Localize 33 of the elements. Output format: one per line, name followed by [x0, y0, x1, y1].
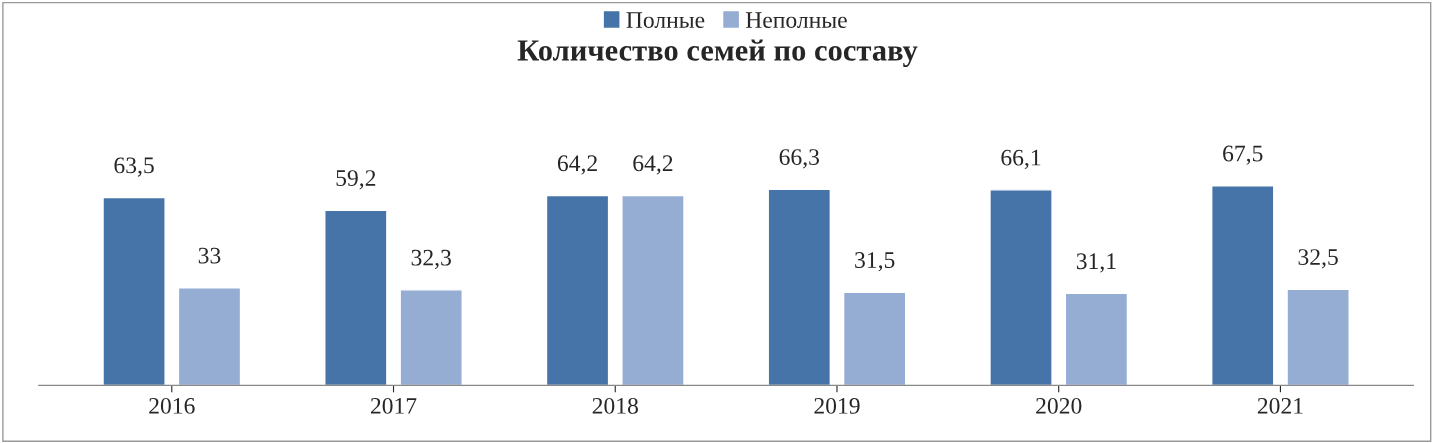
data-label: 64,2	[557, 155, 597, 175]
x-tick-label: 2019	[814, 397, 860, 414]
data-label: 33	[198, 247, 221, 264]
data-label: 31,5	[855, 252, 895, 272]
data-label: 32,3	[411, 249, 451, 269]
data-label: 31,1	[1076, 253, 1116, 273]
bar	[1064, 292, 1129, 386]
data-label: 32,5	[1298, 249, 1338, 269]
bar	[324, 209, 388, 386]
bar	[989, 189, 1053, 386]
data-label: 63,5	[114, 157, 154, 177]
legend-label: Полные	[626, 12, 705, 28]
chart-title: Количество семей по составу	[517, 39, 918, 68]
bar	[545, 194, 610, 386]
x-tick-label: 2016	[149, 397, 195, 414]
bar	[102, 196, 166, 386]
x-tick-label: 2018	[592, 397, 638, 414]
bar	[1211, 185, 1275, 386]
bar	[177, 287, 242, 386]
x-tick-label: 2021	[1257, 397, 1303, 414]
bar	[1286, 288, 1350, 386]
legend-label: Неполные	[745, 12, 847, 28]
x-tick-label: 2020	[1036, 397, 1082, 414]
data-label: 66,3	[779, 149, 820, 169]
data-label: 59,2	[336, 170, 376, 190]
bar	[621, 194, 685, 386]
data-label: 64,2	[633, 155, 673, 175]
bar	[399, 289, 463, 386]
data-label: 67,5	[1223, 145, 1263, 165]
bar	[767, 188, 832, 386]
bar	[842, 291, 907, 386]
data-label: 66,1	[1001, 149, 1041, 169]
x-tick-label: 2017	[370, 397, 417, 414]
